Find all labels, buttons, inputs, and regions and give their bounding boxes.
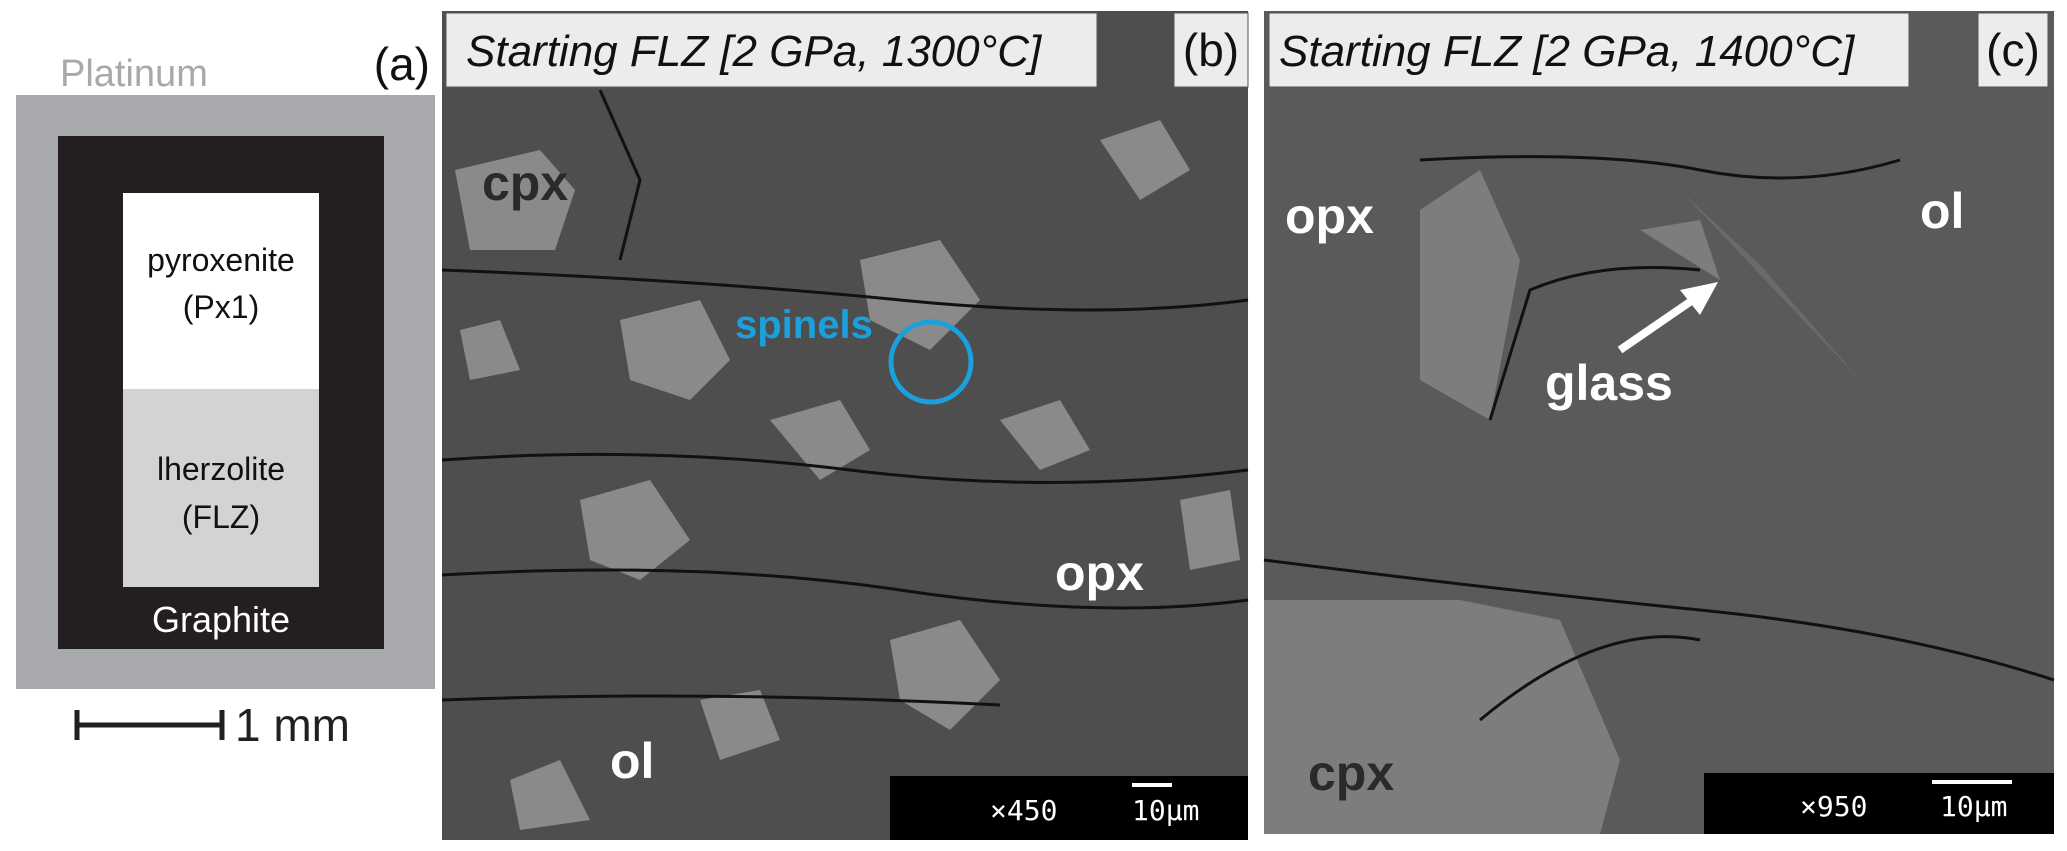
phase-label: cpx	[482, 155, 568, 211]
scale-label: 10μm	[1940, 790, 2007, 823]
magnification: ×450	[990, 794, 1057, 827]
label-box	[1173, 12, 1249, 88]
cracks	[1263, 155, 2055, 722]
panel-title: Starting FLZ [2 GPa, 1300°C]	[466, 27, 1043, 76]
panel-label: (c)	[1986, 24, 2040, 76]
panel-label: (a)	[374, 38, 430, 90]
graphite-label: Graphite	[152, 599, 290, 640]
sem-texture	[1264, 170, 1720, 834]
panel-a: Platinum (a) pyroxenite (Px1) lherzolite…	[16, 38, 435, 751]
scale-label: 1 mm	[235, 699, 350, 751]
title-box	[1268, 12, 1910, 88]
spinel-circle	[888, 319, 974, 405]
phase-label: spinels	[735, 303, 873, 347]
magnification: ×950	[1800, 790, 1867, 823]
cracks	[441, 89, 1249, 707]
sample-label: (Px1)	[183, 289, 259, 325]
panel-label: (b)	[1183, 24, 1239, 76]
phase-label: glass	[1545, 355, 1673, 411]
phase-label: ol	[610, 733, 654, 789]
panel-title: Starting FLZ [2 GPa, 1400°C]	[1279, 27, 1856, 76]
pyroxenite-layer	[123, 193, 319, 389]
info-bar	[890, 776, 1248, 840]
arrow	[1617, 282, 1718, 354]
phase-label: opx	[1055, 545, 1144, 601]
scale-label: 10μm	[1132, 794, 1199, 827]
platinum-label: Platinum	[60, 53, 208, 95]
phase-label: opx	[1285, 188, 1374, 244]
lherzolite-layer	[123, 389, 319, 587]
scale-bar	[74, 710, 225, 740]
panel-b: Starting FLZ [2 GPa, 1300°C] (b) cpx spi…	[441, 11, 1249, 840]
phase-label: ol	[1920, 183, 1964, 239]
sample-label: pyroxenite	[147, 242, 295, 278]
panel-c: Starting FLZ [2 GPa, 1400°C] (c) opx ol …	[1263, 11, 2055, 834]
phase-label: cpx	[1308, 745, 1394, 801]
label-box	[1977, 12, 2049, 88]
title-box	[445, 12, 1098, 88]
glass-pocket	[1680, 190, 1860, 380]
sample-label: lherzolite	[157, 451, 285, 487]
sample-label: (FLZ)	[182, 499, 260, 535]
